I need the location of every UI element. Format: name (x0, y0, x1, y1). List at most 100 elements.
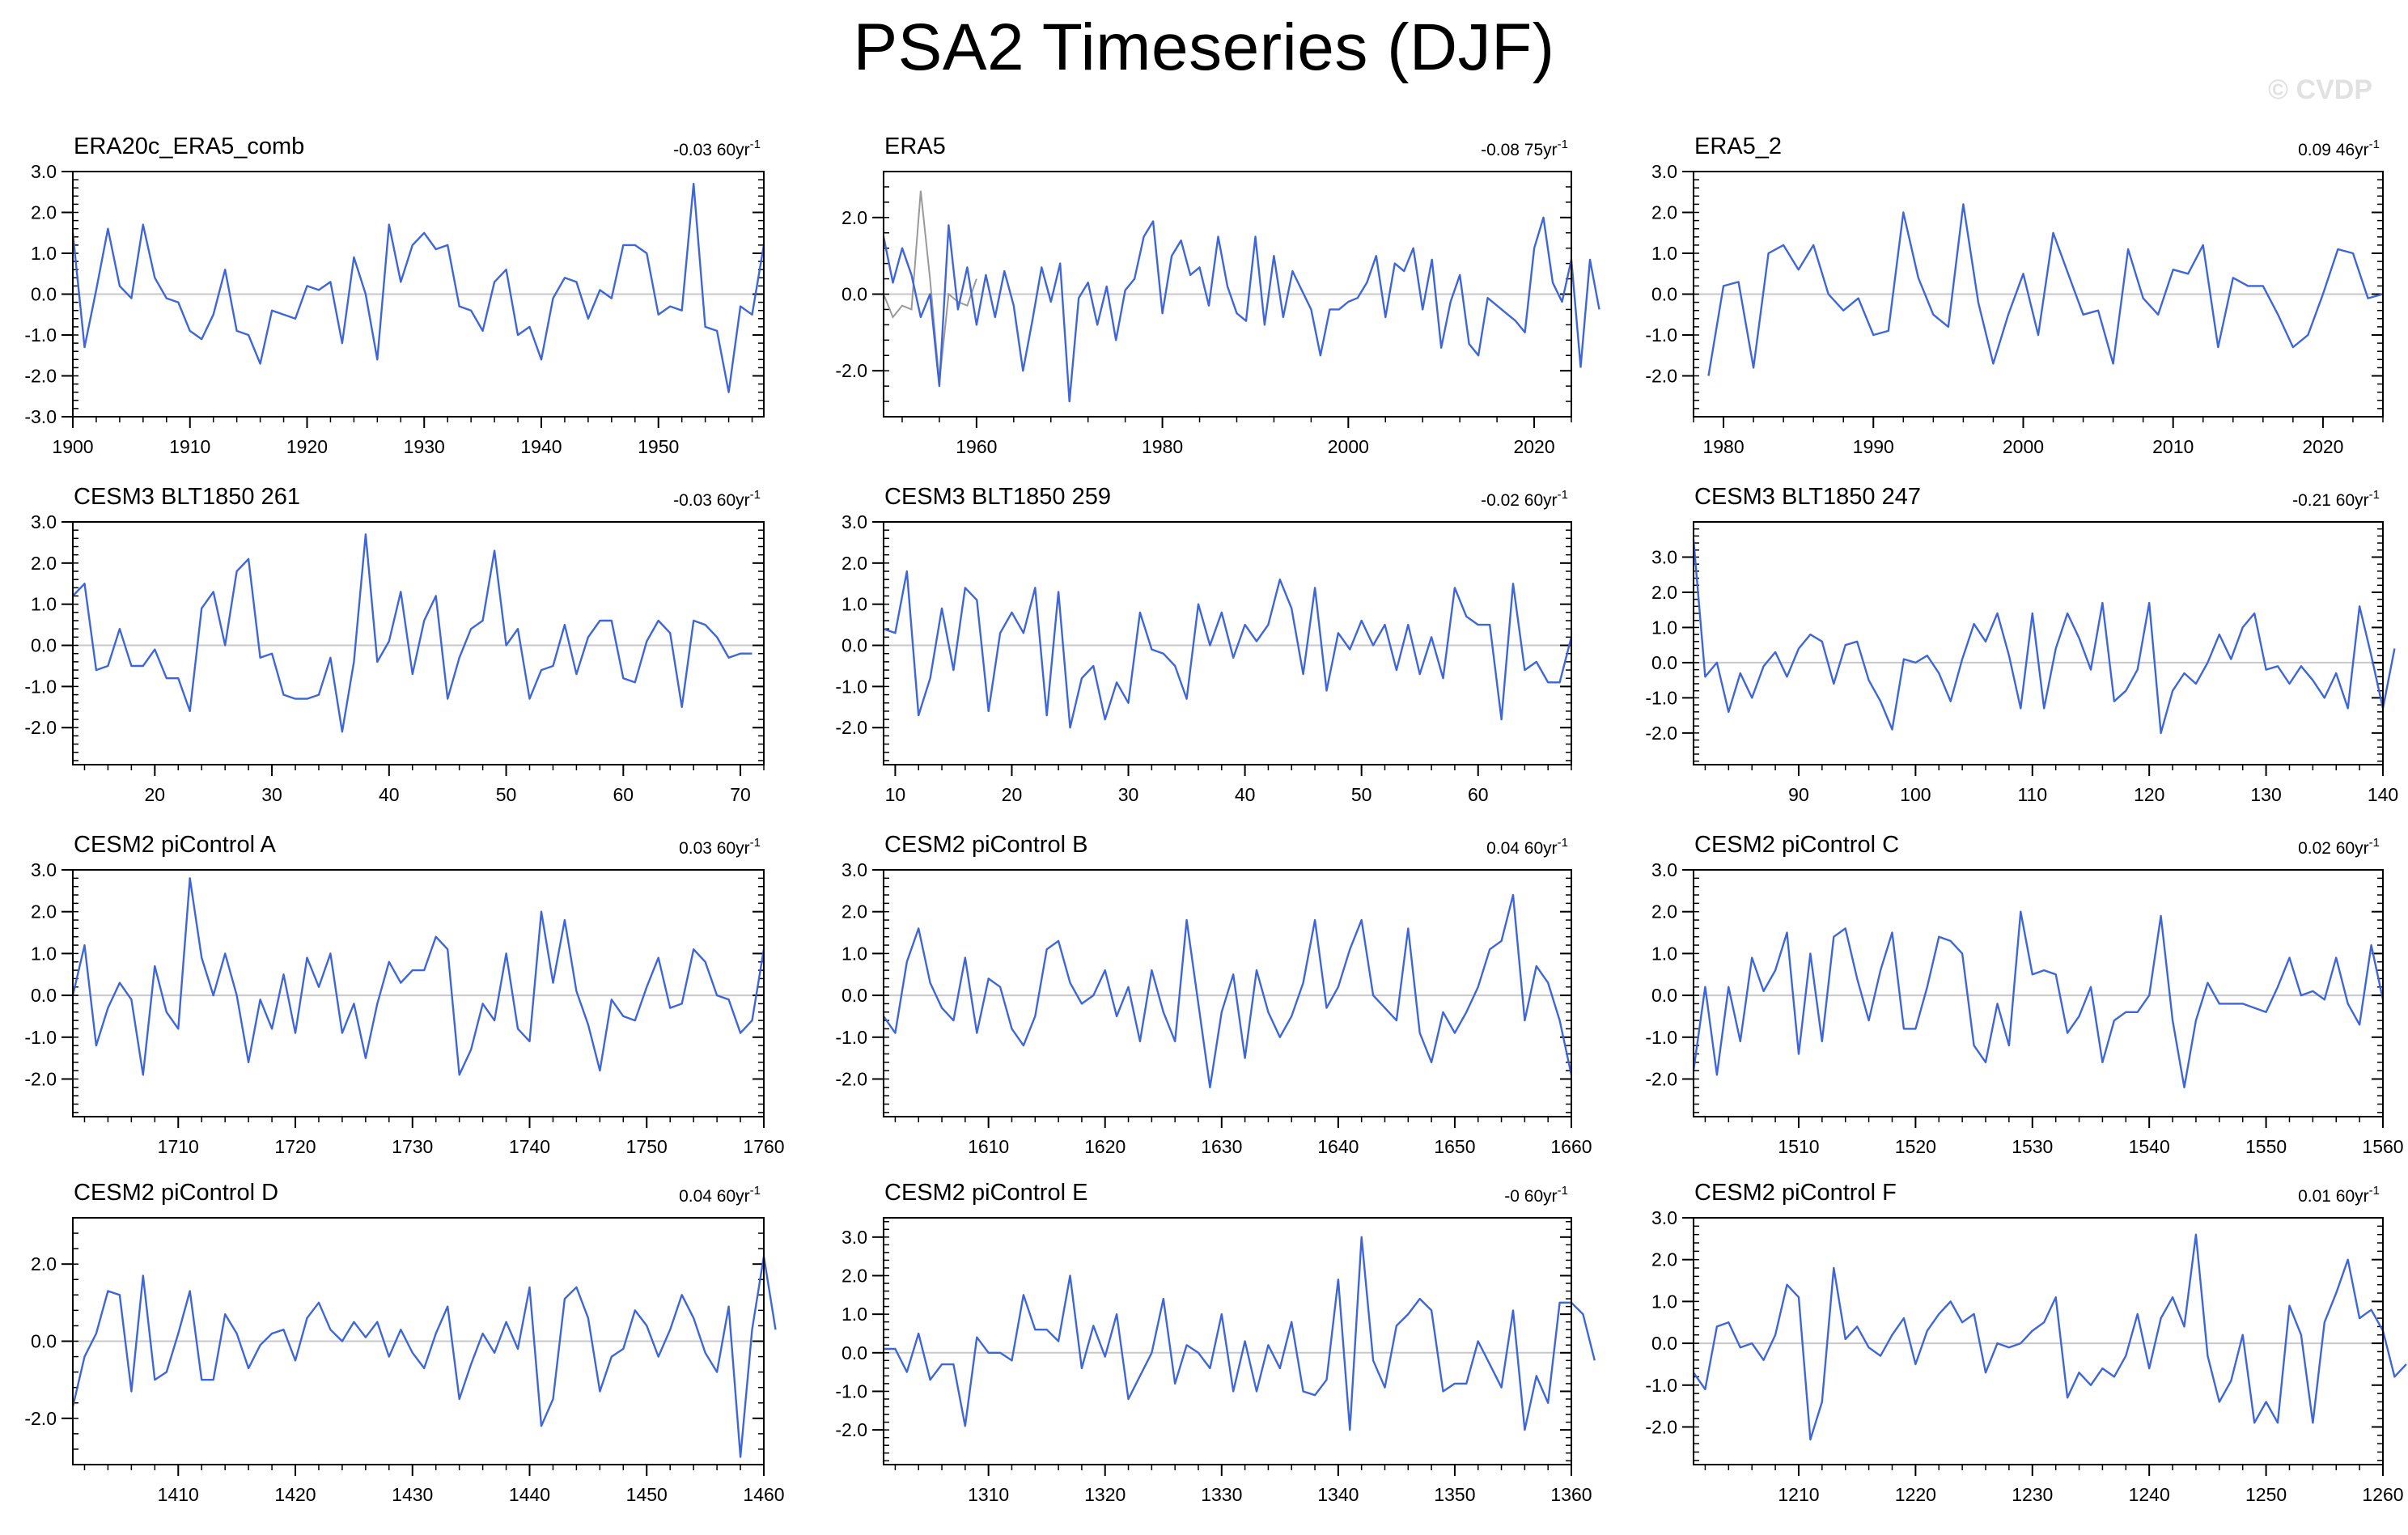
x-tick-label: 1610 (968, 1136, 1009, 1157)
y-tick-label: 1.0 (31, 243, 57, 264)
panel-title: ERA5_2 (1694, 134, 1782, 159)
x-tick-label: 1410 (158, 1484, 199, 1505)
x-tick-label: 1440 (509, 1484, 550, 1505)
plot-frame (1693, 171, 2384, 418)
plot-frame (72, 869, 765, 1117)
x-tick-label: 1760 (743, 1136, 784, 1157)
y-tick-label: 0.0 (1651, 284, 1677, 305)
timeseries-line (1692, 539, 2396, 735)
y-tick-label: 0.0 (31, 1331, 57, 1352)
x-tick-label: 1330 (1201, 1484, 1242, 1505)
y-tick-label: 1.0 (842, 1304, 867, 1325)
x-tick-label: 1750 (626, 1136, 668, 1157)
x-tick-label: 20 (1002, 784, 1023, 805)
trend-exponent: -1 (2369, 1184, 2380, 1198)
x-tick-label: 1720 (274, 1136, 316, 1157)
trend-label: 0.09 46yr-1 (2298, 138, 2380, 159)
y-tick-label: 3.0 (842, 511, 867, 532)
plot-frame (883, 1217, 1572, 1465)
chart-panel: CESM2 piControl D 0.04 60yr-1 -2.0 0.0 2.0 14… (24, 1180, 784, 1505)
trend-value: 0.03 60yr (679, 839, 750, 858)
x-tick-label: 60 (1468, 784, 1489, 805)
panel-title: CESM2 piControl C (1694, 832, 1899, 858)
y-tick-label: 2.0 (842, 901, 867, 922)
timeseries-line (1692, 910, 2385, 1089)
y-tick-label: -1.0 (1645, 1375, 1677, 1396)
x-tick-label: 1930 (404, 436, 445, 457)
trend-exponent: -1 (2369, 138, 2380, 151)
plot-frame (883, 869, 1572, 1117)
chart-panel: CESM2 piControl C 0.02 60yr-1 -2.0 -1.0 0.0 1… (1645, 832, 2403, 1157)
trend-label: -0.02 60yr-1 (1481, 488, 1568, 510)
y-tick-label: 0.0 (31, 284, 57, 305)
y-tick-label: 0.0 (842, 284, 867, 305)
x-tick-label: 1310 (968, 1484, 1009, 1505)
x-tick-label: 1960 (956, 436, 997, 457)
trend-value: 0.01 60yr (2298, 1187, 2369, 1206)
trend-value: -0.21 60yr (2292, 491, 2369, 510)
x-tick-label: 1210 (1778, 1484, 1819, 1505)
y-tick-label: -1.0 (835, 1380, 867, 1401)
timeseries-line (884, 1236, 1596, 1431)
y-tick-label: 2.0 (31, 1253, 57, 1274)
x-tick-label: 130 (2250, 784, 2281, 805)
plot-frame (883, 171, 1572, 418)
x-tick-label: 1430 (392, 1484, 433, 1505)
trend-label: 0.04 60yr-1 (679, 1184, 761, 1206)
x-tick-label: 30 (261, 784, 282, 805)
chart-panel: ERA20c_ERA5_comb -0.03 60yr-1 -3.0 -2.0 -1.0… (24, 134, 765, 457)
y-tick-label: 0.0 (1651, 985, 1677, 1006)
plot-frame (1693, 869, 2384, 1117)
x-tick-label: 1990 (1853, 436, 1894, 457)
y-tick-label: 3.0 (842, 859, 867, 880)
plot-frame (72, 171, 765, 418)
y-tick-label: -2.0 (835, 1419, 867, 1440)
x-tick-label: 1420 (274, 1484, 316, 1505)
x-tick-label: 1350 (1434, 1484, 1475, 1505)
cvdp-watermark: © CVDP (2268, 74, 2372, 105)
timeseries-line (71, 1255, 777, 1458)
x-tick-label: 1650 (1434, 1136, 1475, 1157)
x-tick-label: 2000 (2003, 436, 2044, 457)
x-tick-label: 1530 (2012, 1136, 2053, 1157)
trend-value: -0.08 75yr (1481, 141, 1558, 159)
y-tick-label: 0.0 (842, 985, 867, 1006)
x-tick-label: 10 (885, 784, 906, 805)
chart-panel: ERA5 -0.08 75yr-1 -2.0 0.0 2.0 1960 1980 2000 20… (835, 134, 1600, 457)
trend-label: -0 60yr-1 (1504, 1184, 1568, 1206)
plot-frame (1693, 521, 2384, 765)
timeseries-line (882, 216, 1600, 403)
y-tick-label: -2.0 (1645, 723, 1677, 744)
x-tick-label: 2020 (1513, 436, 1554, 457)
plot-frame (72, 521, 765, 765)
timeseries-line (1693, 1233, 2407, 1441)
chart-panel: CESM2 piControl F 0.01 60yr-1-2.0-1.00.01… (1645, 1180, 2407, 1505)
y-tick-label: 2.0 (1651, 901, 1677, 922)
y-tick-label: 2.0 (842, 207, 867, 228)
y-tick-label: 3.0 (1651, 161, 1677, 182)
trend-value: 0.04 60yr (679, 1187, 750, 1206)
chart-panel: CESM2 piControl B 0.04 60yr-1 -2.0 -1.0 0.0 1… (835, 832, 1592, 1157)
panel-title: CESM3 BLT1850 259 (884, 484, 1111, 510)
trend-label: 0.02 60yr-1 (2298, 836, 2380, 858)
trend-value: -0.03 60yr (673, 141, 750, 159)
panel-title: CESM3 BLT1850 261 (74, 484, 300, 510)
x-tick-label: 2020 (2302, 436, 2343, 457)
plot-frame (883, 521, 1572, 765)
x-tick-label: 1550 (2245, 1136, 2287, 1157)
x-tick-label: 1640 (1317, 1136, 1359, 1157)
x-tick-label: 1900 (52, 436, 93, 457)
y-tick-label: -2.0 (24, 1408, 57, 1429)
timeseries-line (1707, 203, 2384, 376)
y-tick-label: -2.0 (24, 1068, 57, 1089)
secondary-series-line (883, 190, 977, 383)
x-tick-label: 1450 (626, 1484, 668, 1505)
y-tick-label: 3.0 (1651, 546, 1677, 567)
x-tick-label: 1740 (509, 1136, 550, 1157)
y-tick-label: -1.0 (835, 676, 867, 697)
chart-panel: CESM3 BLT1850 247 -0.21 60yr-1 -2.0 -1.0 0.0… (1645, 484, 2398, 805)
plot-frame (1693, 1217, 2384, 1465)
x-tick-label: 1910 (169, 436, 210, 457)
trend-exponent: -1 (1558, 1184, 1568, 1198)
